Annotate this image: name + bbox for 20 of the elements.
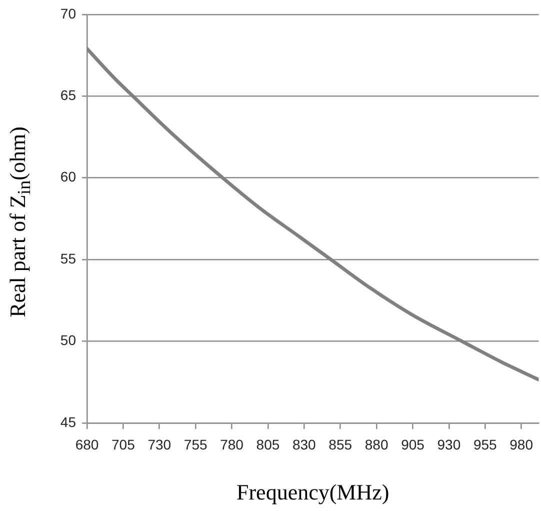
x-tick-label: 805 [256,436,280,452]
x-tick-label: 730 [148,436,172,452]
x-tick-label: 930 [437,436,461,452]
x-tick-label: 880 [364,436,388,452]
x-tick-label: 780 [220,436,244,452]
x-tick-label: 855 [328,436,352,452]
x-tick-label: 830 [292,436,316,452]
y-tick-label: 65 [60,86,76,103]
x-tick-label: 705 [112,436,136,452]
y-tick-label: 55 [60,250,76,266]
x-tick-label: 755 [184,436,208,452]
x-tick-label: 955 [473,436,498,452]
y-tick-label: 60 [60,168,76,185]
x-tick-label: 680 [75,436,99,452]
x-tick-label: 980 [510,436,534,452]
x-axis-title: Frequency(MHz) [236,480,390,505]
y-tick-label: 70 [60,5,76,22]
y-tick-label: 45 [60,414,76,430]
y-tick-label: 50 [60,332,76,348]
x-tick-label: 905 [401,436,425,452]
